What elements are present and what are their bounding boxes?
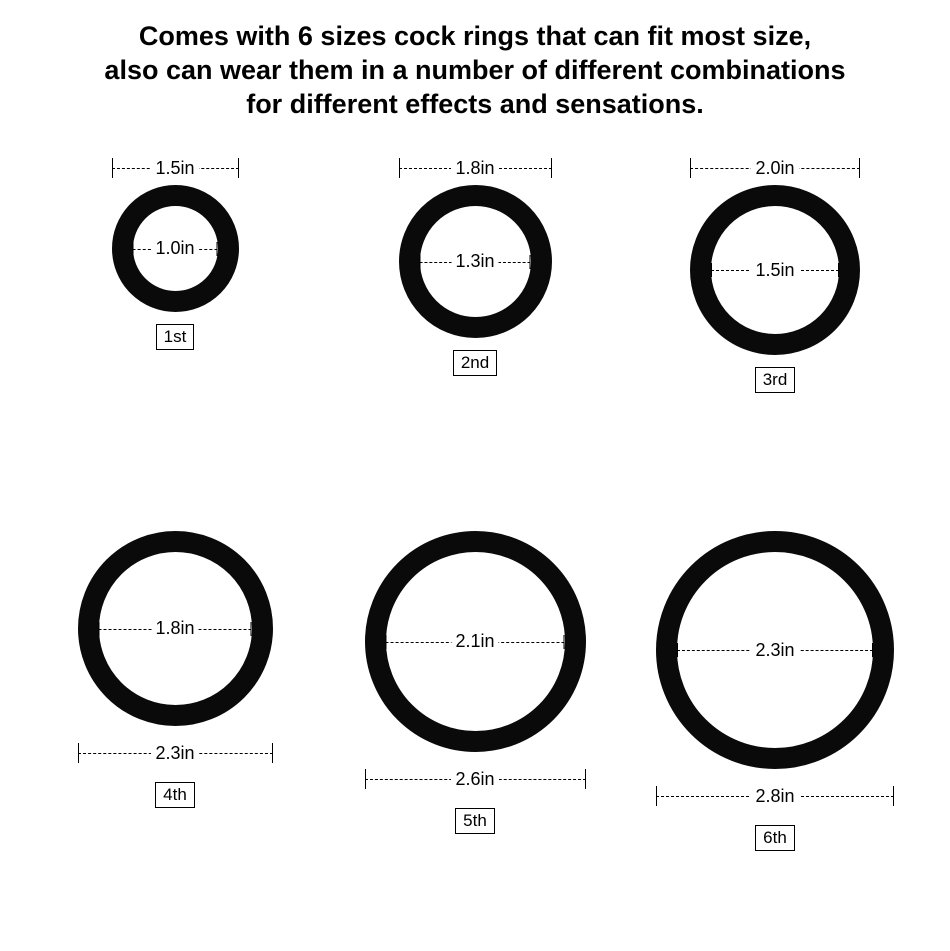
dim-tick xyxy=(859,158,860,178)
ordinal-label-5: 5th xyxy=(455,808,495,834)
ring-cell-6: 2.3in 2.8in 6th xyxy=(630,521,920,921)
page: Comes with 6 sizes cock rings that can f… xyxy=(0,0,950,951)
ring-wrap-5: 2.1in xyxy=(365,531,586,752)
ordinal-label-4: 4th xyxy=(155,782,195,808)
inner-dim-label-2: 1.3in xyxy=(451,251,498,272)
dim-tick xyxy=(551,158,552,178)
inner-dim-3: 1.5in xyxy=(711,258,839,282)
dim-tick xyxy=(272,743,273,763)
inner-dim-label-6: 2.3in xyxy=(751,640,798,661)
dim-tick xyxy=(217,242,218,256)
inner-dim-2: 1.3in xyxy=(420,250,531,274)
outer-dim-1: 1.5in xyxy=(112,151,239,185)
dim-tick xyxy=(238,158,239,178)
ordinal-label-2: 2nd xyxy=(453,350,497,376)
outer-dim-6: 2.8in xyxy=(656,779,894,813)
outer-dim-label-6: 2.8in xyxy=(751,786,798,807)
ring-wrap-6: 2.3in xyxy=(656,531,894,769)
inner-dim-5: 2.1in xyxy=(386,630,565,654)
outer-dim-2: 1.8in xyxy=(399,151,552,185)
ring-cell-1: 1.5in 1.0in 1st xyxy=(30,151,320,511)
inner-dim-label-3: 1.5in xyxy=(751,260,798,281)
dim-tick xyxy=(872,643,873,657)
inner-dim-4: 1.8in xyxy=(99,617,252,641)
dim-tick xyxy=(251,622,252,636)
inner-dim-label-4: 1.8in xyxy=(151,618,198,639)
dim-tick xyxy=(564,635,565,649)
ring-wrap-2: 1.3in xyxy=(399,185,552,338)
inner-dim-label-5: 2.1in xyxy=(451,631,498,652)
inner-dim-1: 1.0in xyxy=(133,237,218,261)
ring-wrap-1: 1.0in xyxy=(112,185,239,312)
outer-dim-5: 2.6in xyxy=(365,762,586,796)
inner-dim-label-1: 1.0in xyxy=(151,238,198,259)
outer-dim-label-5: 2.6in xyxy=(451,769,498,790)
ring-wrap-4: 1.8in xyxy=(78,531,273,726)
header-text: Comes with 6 sizes cock rings that can f… xyxy=(30,20,920,121)
outer-dim-label-4: 2.3in xyxy=(151,743,198,764)
outer-dim-4: 2.3in xyxy=(78,736,273,770)
dim-tick xyxy=(838,263,839,277)
ring-cell-2: 1.8in 1.3in 2nd xyxy=(330,151,620,511)
ordinal-label-1: 1st xyxy=(156,324,195,350)
header-line-2: also can wear them in a number of differ… xyxy=(104,55,845,85)
ring-cell-4: 1.8in 2.3in 4th xyxy=(30,521,320,921)
dim-tick xyxy=(585,769,586,789)
dim-tick xyxy=(530,255,531,269)
ring-cell-5: 2.1in 2.6in 5th xyxy=(330,521,620,921)
ordinal-label-6: 6th xyxy=(755,825,795,851)
ordinal-label-3: 3rd xyxy=(755,367,796,393)
ring-cell-3: 2.0in 1.5in 3rd xyxy=(630,151,920,511)
outer-dim-label-1: 1.5in xyxy=(151,158,198,179)
ring-wrap-3: 1.5in xyxy=(690,185,860,355)
dim-tick xyxy=(893,786,894,806)
header-line-1: Comes with 6 sizes cock rings that can f… xyxy=(139,21,811,51)
ring-grid: 1.5in 1.0in 1st xyxy=(30,151,920,921)
outer-dim-label-2: 1.8in xyxy=(451,158,498,179)
header-line-3: for different effects and sensations. xyxy=(246,89,704,119)
outer-dim-3: 2.0in xyxy=(690,151,860,185)
outer-dim-label-3: 2.0in xyxy=(751,158,798,179)
inner-dim-6: 2.3in xyxy=(677,638,873,662)
